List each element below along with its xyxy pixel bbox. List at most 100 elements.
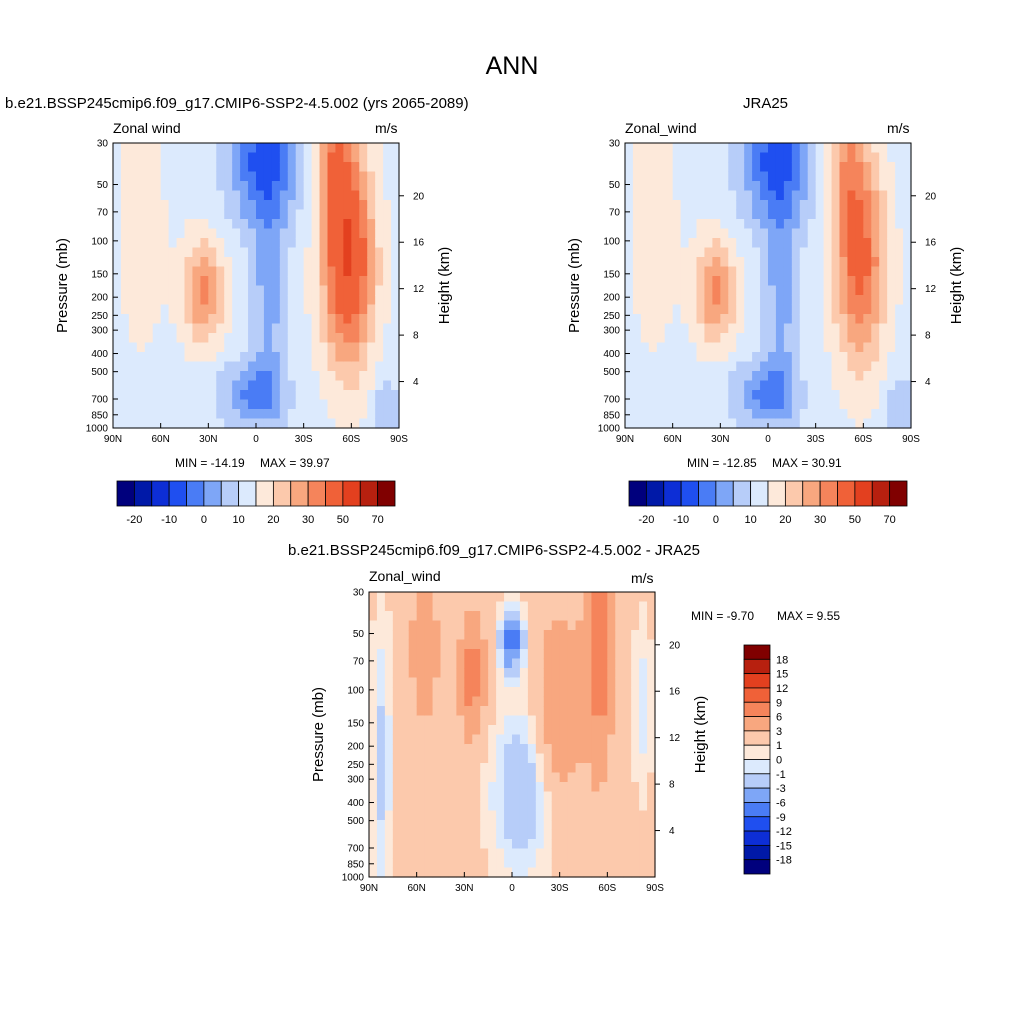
panel1-cell — [240, 295, 249, 306]
panel1-cell — [391, 304, 400, 315]
panel1-cell — [263, 190, 273, 201]
panel1-cell — [271, 171, 281, 182]
panel2-cell — [799, 257, 809, 268]
panel3-cell — [456, 649, 465, 660]
panel1-cell — [367, 200, 376, 211]
panel3-cell — [575, 801, 585, 812]
panel2-cell — [664, 361, 674, 372]
panel3-cell — [519, 772, 529, 783]
panel3-cell — [496, 592, 505, 603]
panel1-cell — [136, 143, 146, 154]
panel2-cell — [799, 399, 809, 410]
panel3-cell — [543, 791, 553, 802]
panel1-cell — [327, 285, 337, 296]
panel3-cell — [496, 668, 505, 679]
panel1-cell — [351, 314, 360, 325]
panel1-cell — [295, 247, 305, 258]
panel1-cell — [136, 219, 146, 230]
panel1-cell — [136, 162, 146, 173]
panel1-cell — [152, 285, 162, 296]
panel2-cell — [712, 285, 721, 296]
panel1-cell — [200, 333, 209, 344]
panel1-cell — [279, 152, 289, 163]
panel2-cell — [863, 361, 872, 372]
panel1-cell — [192, 209, 201, 220]
panel3-cell — [496, 782, 505, 793]
panel1-cell — [176, 219, 186, 230]
panel2-cell — [871, 152, 880, 163]
panel1-cell — [319, 257, 329, 268]
panel1-cell — [152, 228, 162, 239]
panel1-cell — [335, 399, 344, 410]
panel1-cell — [287, 371, 297, 382]
panel2-cell — [799, 266, 809, 277]
panel1-cell — [375, 295, 384, 306]
panel2-cell — [847, 333, 856, 344]
panel1-cell — [391, 323, 400, 334]
panel3-cell — [583, 801, 593, 812]
panel3-cell — [416, 725, 426, 736]
panel1-colorbar-box — [255, 480, 274, 507]
panel3-cell — [615, 839, 624, 850]
panel1-cell — [200, 209, 209, 220]
panel1-cell — [113, 247, 122, 258]
panel3-cell — [424, 839, 434, 850]
panel1-cell — [359, 295, 368, 306]
panel2-cell — [847, 409, 856, 420]
panel1-cell — [263, 171, 273, 182]
panel1-cell — [279, 219, 289, 230]
panel1-cell — [271, 247, 281, 258]
panel2-cell — [791, 247, 801, 258]
panel3-cell — [639, 734, 648, 745]
panel1-cell — [383, 209, 392, 220]
panel1-cell — [232, 162, 241, 173]
panel1-cell — [184, 352, 194, 363]
panel3-cell — [392, 649, 402, 660]
panel2-cell — [704, 209, 713, 220]
panel2-colorbar-box — [871, 480, 891, 507]
panel1-cell — [359, 152, 368, 163]
panel2-cell — [752, 418, 761, 429]
panel3-cell — [456, 839, 465, 850]
panel3-cell — [480, 696, 489, 707]
panel3-cell — [416, 867, 426, 878]
panel1-cell — [192, 181, 201, 192]
panel1-cell — [184, 143, 194, 154]
panel3-cell — [567, 734, 577, 745]
panel3-cell — [512, 820, 521, 831]
panel3-cell — [504, 839, 513, 850]
panel2-cell — [664, 314, 674, 325]
panel1-cell — [287, 162, 297, 173]
panel2-cell — [704, 143, 713, 154]
panel3-cell — [464, 611, 473, 622]
panel2-cell — [664, 257, 674, 268]
panel3-cell — [551, 810, 561, 821]
panel2-cell — [791, 200, 801, 211]
panel3-cell — [575, 611, 585, 622]
panel2-cell — [688, 285, 698, 296]
panel1-cell — [248, 304, 257, 315]
panel3-cell — [392, 772, 402, 783]
panel3-cell — [519, 611, 529, 622]
panel2-cell — [625, 247, 634, 258]
panel2-cell — [879, 352, 888, 363]
panel1-cell — [303, 228, 313, 239]
panel3-cell — [376, 753, 386, 764]
panel2-cell — [656, 228, 666, 239]
panel1-cell — [200, 162, 209, 173]
panel2-cell — [720, 143, 729, 154]
panel2-cell — [783, 238, 793, 249]
panel2-cell — [791, 162, 801, 173]
panel1-cell — [367, 418, 376, 429]
panel3-cell — [416, 753, 426, 764]
panel1-cell — [263, 162, 273, 173]
panel2-cell — [863, 380, 872, 391]
panel2-cell — [688, 228, 698, 239]
panel1-cell — [359, 314, 368, 325]
panel1-cell — [256, 390, 265, 401]
panel2-cell — [696, 295, 706, 306]
panel2-cell — [640, 190, 650, 201]
panel3-cell — [504, 753, 513, 764]
panel1-cell — [359, 266, 368, 277]
panel3-cell — [512, 801, 521, 812]
